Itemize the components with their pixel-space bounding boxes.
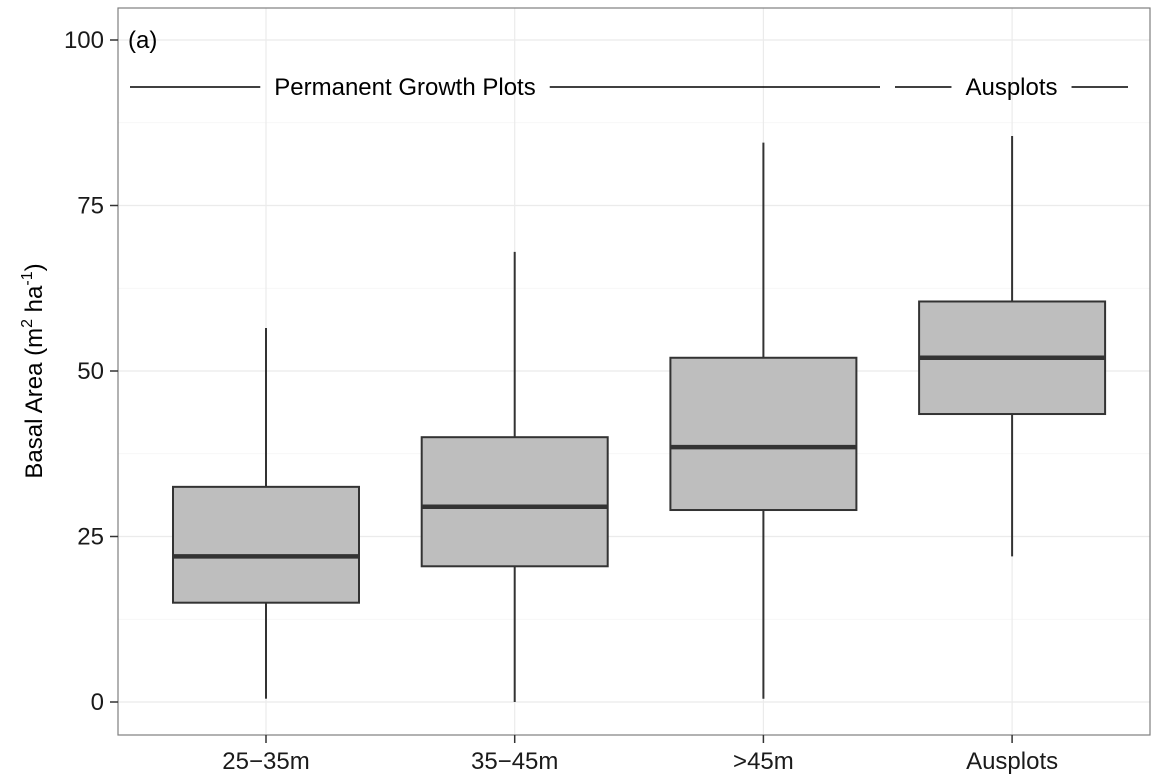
x-tick-label: >45m (733, 748, 794, 775)
y-tick-label: 75 (77, 193, 104, 220)
panel-label: (a) (128, 27, 157, 54)
y-axis-title: Basal Area (m2 ha-1) (19, 263, 48, 478)
box-1 (420, 251, 609, 702)
group-annotations: Permanent Growth Plots Ausplots (130, 74, 1128, 101)
box-iqr (172, 485, 360, 604)
boxes-layer (172, 135, 1107, 702)
box-2 (669, 142, 858, 699)
x-tick-label: Ausplots (966, 748, 1058, 775)
y-tick-label: 25 (77, 524, 104, 551)
y-tick-label: 0 (91, 689, 104, 716)
group-annotation-0: Permanent Growth Plots (130, 74, 880, 101)
box-iqr (669, 356, 858, 512)
y-tick-label: 100 (64, 27, 104, 54)
y-axis: 0 25 50 75 100 (64, 27, 118, 716)
x-tick-label: 35−45m (471, 748, 558, 775)
group-label: Permanent Growth Plots (274, 74, 535, 101)
group-label: Ausplots (965, 74, 1057, 101)
group-annotation-1: Ausplots (895, 74, 1128, 101)
box-0 (172, 327, 360, 699)
y-tick-label: 50 (77, 358, 104, 385)
box-iqr (420, 436, 609, 568)
box-3 (918, 135, 1107, 557)
x-tick-label: 25−35m (222, 748, 309, 775)
x-axis: 25−35m 35−45m >45m Ausplots (222, 735, 1058, 775)
